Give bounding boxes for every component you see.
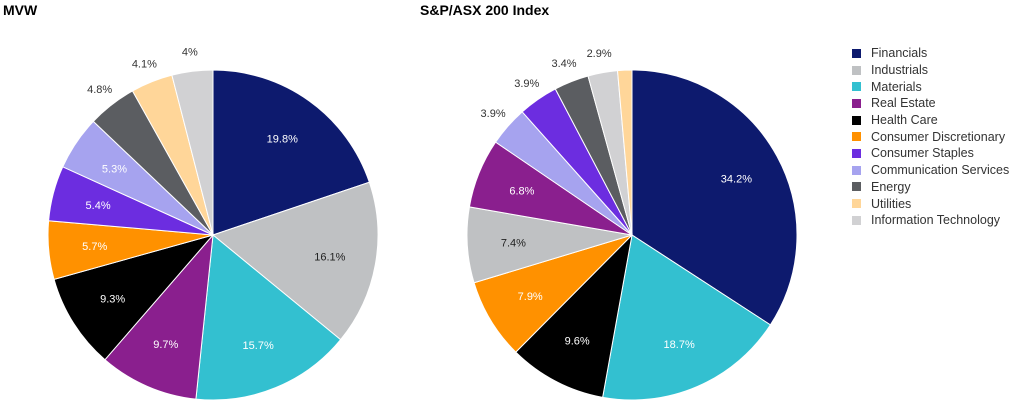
data-label-consumer-staples: 5.4%: [86, 200, 111, 212]
legend-swatch: [852, 98, 861, 108]
legend-item-utilities: Utilities: [852, 195, 1009, 212]
data-label-materials: 18.7%: [664, 339, 695, 351]
legend-item-consumer-staples: Consumer Staples: [852, 145, 1009, 162]
legend-swatch: [852, 65, 861, 75]
chart-title-mvw: MVW: [3, 2, 38, 18]
data-label-utilities: 4.1%: [132, 58, 157, 70]
data-label-information-technology: 4%: [182, 47, 198, 59]
legend-label: Real Estate: [871, 96, 936, 111]
data-label-industrials: 7.4%: [501, 237, 526, 249]
legend-swatch: [852, 132, 861, 142]
data-label-industrials: 16.1%: [314, 251, 345, 263]
legend-item-industrials: Industrials: [852, 62, 1009, 79]
legend-swatch: [852, 82, 861, 92]
legend-item-communication-services: Communication Services: [852, 162, 1009, 179]
legend: Financials Industrials Materials Real Estat…: [852, 45, 1009, 229]
pie-slice-health-care: [515, 233, 633, 398]
data-label-health-care: 9.3%: [100, 294, 125, 306]
pie-slice-information-technology: [171, 69, 214, 236]
legend-item-materials: Materials: [852, 78, 1009, 95]
legend-label: Health Care: [871, 113, 938, 128]
legend-label: Utilities: [871, 196, 912, 211]
pie-slice-financials: [212, 69, 370, 236]
legend-swatch: [852, 48, 861, 58]
legend-label: Consumer Staples: [871, 146, 974, 161]
pie-slice-industrials: [211, 181, 379, 341]
data-label-financials: 34.2%: [721, 173, 752, 185]
pie-0: 19.8% 16.1% 15.7% 9.7% 9.3% 5.7% 5.4% 5.3% 4.8% 4…: [47, 47, 379, 401]
legend-swatch: [852, 115, 861, 125]
pie-slice-utilities: [616, 69, 633, 236]
legend-item-consumer-discretionary: Consumer Discretionary: [852, 128, 1009, 145]
legend-item-health-care: Health Care: [852, 112, 1009, 129]
pie-slice-materials: [602, 234, 772, 401]
data-label-real-estate: 6.8%: [509, 185, 534, 197]
data-label-financials: 19.8%: [267, 133, 298, 145]
data-label-consumer-discretionary: 5.7%: [82, 241, 107, 253]
data-label-energy: 4.8%: [87, 84, 112, 96]
data-label-health-care: 9.6%: [565, 335, 590, 347]
pie-slice-health-care: [53, 234, 215, 361]
legend-label: Energy: [871, 179, 911, 194]
legend-swatch: [852, 215, 861, 225]
pie-1: 34.2% 18.7% 9.6% 7.9% 7.4% 6.8% 3.9% 3.9% 3.4% 2.…: [466, 48, 798, 401]
pie-slice-real-estate: [104, 233, 214, 400]
pie-slice-materials: [195, 234, 342, 401]
legend-label: Materials: [871, 79, 922, 94]
legend-swatch: [852, 182, 861, 192]
data-label-materials: 15.7%: [243, 340, 274, 352]
legend-label: Industrials: [871, 63, 928, 78]
legend-item-information-technology: Information Technology: [852, 212, 1009, 229]
legend-label: Financials: [871, 46, 928, 61]
legend-swatch: [852, 148, 861, 158]
data-label-real-estate: 9.7%: [153, 339, 178, 351]
data-label-consumer-discretionary: 7.9%: [518, 291, 543, 303]
legend-label: Communication Services: [871, 163, 1010, 178]
legend-label: Information Technology: [871, 213, 1001, 228]
data-label-information-technology: 2.9%: [587, 48, 612, 60]
legend-swatch: [852, 199, 861, 209]
pie-slice-financials: [631, 69, 798, 326]
data-label-communication-services: 5.3%: [102, 164, 127, 176]
legend-label: Consumer Discretionary: [871, 129, 1006, 144]
legend-swatch: [852, 165, 861, 175]
data-label-energy: 3.4%: [551, 58, 576, 70]
data-label-communication-services: 3.9%: [481, 108, 506, 120]
data-label-consumer-staples: 3.9%: [514, 78, 539, 90]
legend-item-financials: Financials: [852, 45, 1009, 62]
legend-item-real-estate: Real Estate: [852, 95, 1009, 112]
legend-item-energy: Energy: [852, 179, 1009, 196]
chart-title-asx200: S&P/ASX 200 Index: [420, 2, 550, 18]
